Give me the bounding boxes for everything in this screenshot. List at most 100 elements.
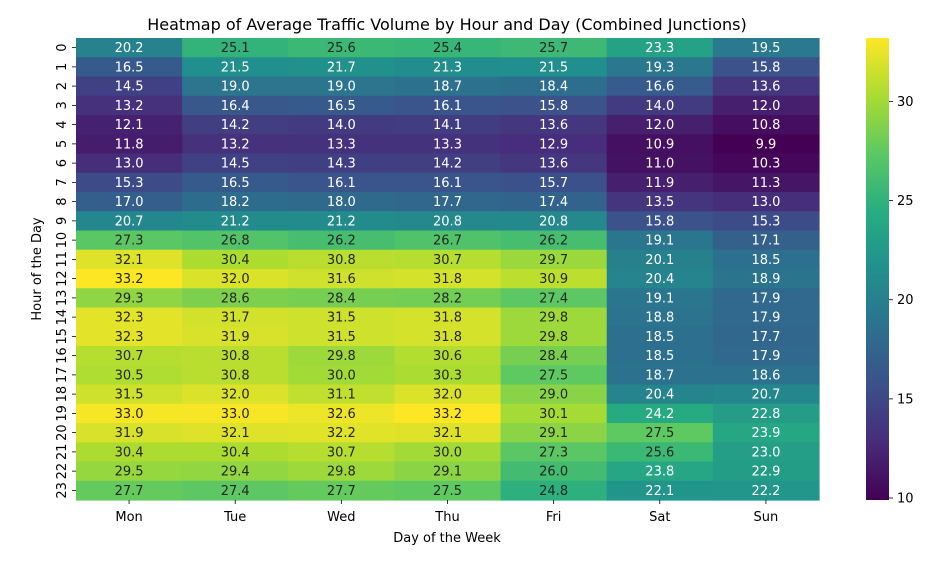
heatmap-cell — [712, 307, 820, 328]
cell-value-label: 18.4 — [539, 80, 568, 95]
heatmap-cell — [606, 461, 714, 482]
heatmap-cell — [288, 192, 396, 212]
heatmap-cell — [76, 172, 183, 193]
cell-value-label: 17.4 — [539, 195, 568, 210]
heatmap-cell — [182, 95, 289, 116]
heatmap-cell — [712, 115, 820, 135]
heatmap-cell — [606, 384, 714, 405]
heatmap-cell — [394, 38, 502, 58]
heatmap-cell — [182, 384, 289, 405]
heatmap-cell — [712, 249, 820, 270]
cell-value-label: 15.8 — [539, 99, 568, 114]
heatmap-cell — [288, 211, 396, 232]
cell-value-label: 28.6 — [221, 291, 250, 306]
y-tick-label: 20 — [55, 424, 70, 441]
cell-value-label: 14.3 — [327, 157, 356, 172]
cell-value-label: 13.2 — [115, 99, 144, 114]
heatmap-cell — [182, 153, 289, 174]
heatmap-cell — [606, 442, 714, 463]
heatmap-cell — [182, 365, 289, 386]
heatmap-cell — [76, 307, 183, 328]
cell-value-label: 14.5 — [115, 80, 144, 95]
heatmap-cell — [394, 461, 502, 482]
heatmap-cell — [76, 211, 183, 232]
heatmap-cell — [394, 230, 502, 251]
cell-value-label: 11.9 — [645, 176, 674, 191]
heatmap-cell — [288, 365, 396, 386]
y-tick-label: 22 — [55, 463, 70, 480]
heatmap-cell — [500, 442, 608, 463]
heatmap-cell — [182, 115, 289, 135]
y-axis-label: Hour of the Day — [30, 217, 45, 321]
cell-value-label: 28.4 — [539, 349, 568, 364]
heatmap-cell — [712, 57, 820, 78]
x-tick-label: Sun — [754, 510, 779, 525]
y-tick-label: 19 — [55, 405, 70, 422]
heatmap-cell — [182, 172, 289, 193]
cell-value-label: 17.9 — [751, 291, 780, 306]
heatmap-cell — [76, 365, 183, 386]
heatmap-cell — [394, 403, 502, 424]
cell-value-label: 18.0 — [327, 195, 356, 210]
cell-value-label: 16.1 — [433, 176, 462, 191]
y-tick-label: 9 — [55, 217, 70, 225]
cell-value-label: 29.1 — [539, 426, 568, 441]
cell-value-label: 23.0 — [751, 445, 780, 460]
cell-value-label: 14.2 — [221, 118, 250, 133]
heatmap-cell — [394, 384, 502, 405]
heatmap-cell — [288, 442, 396, 463]
heatmap-cell — [76, 192, 183, 212]
cell-value-label: 13.3 — [433, 137, 462, 152]
cell-value-label: 14.5 — [221, 157, 250, 172]
heatmap-cell — [76, 461, 183, 482]
heatmap-cell — [288, 423, 396, 443]
heatmap-cell — [394, 288, 502, 309]
cell-value-label: 30.5 — [115, 368, 144, 383]
heatmap-cell — [606, 192, 714, 212]
heatmap-cell — [76, 115, 183, 135]
heatmap-cell — [606, 288, 714, 309]
heatmap-cell — [500, 423, 608, 443]
cell-value-label: 20.1 — [645, 253, 674, 268]
heatmap-cell — [182, 403, 289, 424]
colorbar-tick-label: 25 — [897, 194, 914, 209]
heatmap-cell — [182, 134, 289, 155]
cell-value-label: 15.8 — [751, 60, 780, 75]
heatmap-cell — [500, 211, 608, 232]
cell-value-label: 31.6 — [327, 272, 356, 287]
heatmap-cell — [76, 57, 183, 78]
cell-value-label: 18.6 — [751, 368, 780, 383]
y-tick-label: 12 — [55, 270, 70, 287]
heatmap-cell — [712, 403, 820, 424]
cell-value-label: 11.8 — [115, 137, 144, 152]
cell-value-label: 17.1 — [751, 234, 780, 249]
cell-value-label: 25.1 — [221, 41, 250, 56]
x-axis-ticks: Mon Tue Wed Thu Fri Sat Sun — [115, 500, 778, 525]
cell-value-label: 33.0 — [221, 407, 250, 422]
cell-value-label: 16.1 — [327, 176, 356, 191]
heatmap-cell — [182, 230, 289, 251]
heatmap-cell — [606, 95, 714, 116]
y-tick-label: 4 — [55, 120, 70, 128]
cell-value-label: 23.3 — [645, 41, 674, 56]
cell-value-label: 29.3 — [115, 291, 144, 306]
cell-value-label: 21.3 — [433, 60, 462, 75]
cell-value-label: 28.2 — [433, 291, 462, 306]
x-tick-label: Wed — [327, 510, 355, 525]
cell-value-label: 29.8 — [539, 330, 568, 345]
heatmap-cell — [712, 461, 820, 482]
cell-value-label: 29.4 — [221, 465, 250, 480]
heatmap-cell — [500, 38, 608, 58]
heatmap-cell — [712, 365, 820, 386]
cell-value-label: 18.8 — [645, 311, 674, 326]
heatmap-cell — [288, 134, 396, 155]
heatmap-cell — [500, 192, 608, 212]
cell-value-label: 13.0 — [751, 195, 780, 210]
cell-value-label: 29.0 — [539, 388, 568, 403]
cell-value-label: 13.5 — [645, 195, 674, 210]
cell-value-label: 25.7 — [539, 41, 568, 56]
x-tick-label: Fri — [546, 510, 562, 525]
heatmap-cell — [76, 38, 183, 58]
colorbar: 10 15 20 25 30 — [866, 38, 914, 507]
heatmap-cell — [712, 76, 820, 97]
